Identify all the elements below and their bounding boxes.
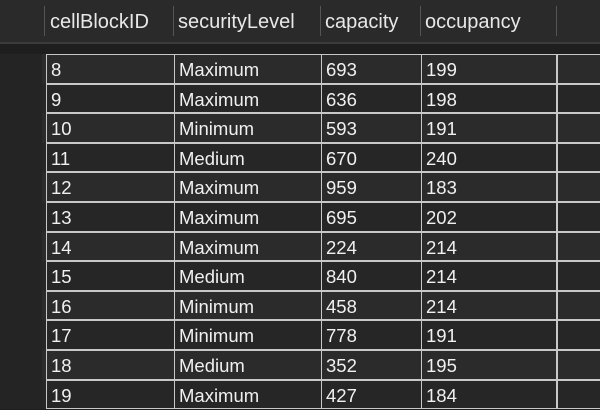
cell-securitylevel[interactable]: Minimum	[174, 290, 321, 321]
cell-blockid[interactable]: 15	[46, 261, 174, 291]
empty-cell	[557, 83, 600, 114]
cell-blockid[interactable]: 19	[46, 379, 174, 410]
empty-cell	[557, 320, 600, 350]
empty-cell	[557, 231, 600, 262]
table-row[interactable]: 18 Medium 352 195	[0, 350, 600, 380]
row-gutter[interactable]	[0, 231, 42, 262]
cell-capacity[interactable]: 458	[321, 290, 421, 321]
cell-securitylevel[interactable]: Maximum	[174, 231, 321, 262]
table-header: cellBlockID securityLevel capacity occup…	[0, 0, 600, 44]
empty-cell	[557, 172, 600, 202]
row-gutter[interactable]	[0, 202, 42, 232]
cell-capacity[interactable]: 352	[321, 350, 421, 380]
cell-blockid[interactable]: 10	[46, 113, 174, 143]
cell-blockid[interactable]: 14	[46, 231, 174, 262]
row-gutter[interactable]	[0, 113, 42, 143]
row-gutter[interactable]	[0, 379, 42, 410]
row-gutter[interactable]	[0, 83, 42, 114]
cell-occupancy[interactable]: 183	[421, 172, 557, 202]
row-gutter[interactable]	[0, 54, 42, 84]
row-gutter[interactable]	[0, 172, 42, 202]
table-row[interactable]: 9 Maximum 636 198	[0, 83, 600, 114]
cell-occupancy[interactable]: 214	[421, 290, 557, 321]
column-divider[interactable]	[44, 6, 45, 36]
cell-capacity[interactable]: 224	[321, 231, 421, 262]
column-divider[interactable]	[556, 6, 557, 36]
cell-capacity[interactable]: 593	[321, 113, 421, 143]
table-row[interactable]: 15 Medium 840 214	[0, 261, 600, 291]
empty-cell	[557, 202, 600, 232]
empty-cell	[557, 113, 600, 143]
cell-occupancy[interactable]: 191	[421, 320, 557, 350]
cell-capacity[interactable]: 693	[321, 54, 421, 84]
cell-occupancy[interactable]: 214	[421, 261, 557, 291]
cell-securitylevel[interactable]: Maximum	[174, 379, 321, 410]
table-row[interactable]: 8 Maximum 693 199	[0, 54, 600, 84]
cell-occupancy[interactable]: 195	[421, 350, 557, 380]
cell-blockid[interactable]: 13	[46, 202, 174, 232]
row-gutter[interactable]	[0, 320, 42, 350]
cell-capacity[interactable]: 778	[321, 320, 421, 350]
cell-blockid[interactable]: 18	[46, 350, 174, 380]
table-row[interactable]: 19 Maximum 427 184	[0, 379, 600, 410]
cell-securitylevel[interactable]: Maximum	[174, 54, 321, 84]
column-divider[interactable]	[320, 6, 321, 36]
cell-blockid[interactable]: 17	[46, 320, 174, 350]
row-gutter[interactable]	[0, 261, 42, 291]
cell-capacity[interactable]: 636	[321, 83, 421, 114]
column-divider[interactable]	[420, 6, 421, 36]
cell-securitylevel[interactable]: Minimum	[174, 113, 321, 143]
cell-capacity[interactable]: 670	[321, 142, 421, 173]
cell-securitylevel[interactable]: Maximum	[174, 172, 321, 202]
cell-blockid[interactable]: 8	[46, 54, 174, 84]
cell-occupancy[interactable]: 191	[421, 113, 557, 143]
cell-occupancy[interactable]: 184	[421, 379, 557, 410]
cell-securitylevel[interactable]: Maximum	[174, 202, 321, 232]
cell-securitylevel[interactable]: Minimum	[174, 320, 321, 350]
empty-cell	[557, 290, 600, 321]
cell-occupancy[interactable]: 214	[421, 231, 557, 262]
empty-cell	[557, 350, 600, 380]
column-divider[interactable]	[173, 6, 174, 36]
cell-securitylevel[interactable]: Medium	[174, 142, 321, 173]
column-header-occupancy[interactable]: occupancy	[425, 11, 521, 33]
row-gutter[interactable]	[0, 350, 42, 380]
table-row[interactable]: 12 Maximum 959 183	[0, 172, 600, 202]
cell-occupancy[interactable]: 199	[421, 54, 557, 84]
cell-occupancy[interactable]: 198	[421, 83, 557, 114]
cell-blockid[interactable]: 16	[46, 290, 174, 321]
table-row[interactable]: 11 Medium 670 240	[0, 142, 600, 173]
cell-occupancy[interactable]: 240	[421, 142, 557, 173]
empty-cell	[557, 142, 600, 173]
cell-blockid[interactable]: 9	[46, 83, 174, 114]
cell-blockid[interactable]: 12	[46, 172, 174, 202]
table-row[interactable]: 16 Minimum 458 214	[0, 290, 600, 321]
table-row[interactable]: 14 Maximum 224 214	[0, 231, 600, 262]
cell-capacity[interactable]: 959	[321, 172, 421, 202]
row-gutter[interactable]	[0, 290, 42, 321]
row-gutter[interactable]	[0, 142, 42, 173]
column-header-cellblockid[interactable]: cellBlockID	[50, 11, 149, 33]
column-header-capacity[interactable]: capacity	[325, 11, 399, 33]
header-gap	[0, 44, 600, 54]
cell-securitylevel[interactable]: Maximum	[174, 83, 321, 114]
cell-occupancy[interactable]: 202	[421, 202, 557, 232]
table-row[interactable]: 17 Minimum 778 191	[0, 320, 600, 350]
empty-cell	[557, 54, 600, 84]
cell-securitylevel[interactable]: Medium	[174, 350, 321, 380]
cell-blockid[interactable]: 11	[46, 142, 174, 173]
table-row[interactable]: 10 Minimum 593 191	[0, 113, 600, 143]
cell-capacity[interactable]: 840	[321, 261, 421, 291]
cell-capacity[interactable]: 427	[321, 379, 421, 410]
table-row[interactable]: 13 Maximum 695 202	[0, 202, 600, 232]
empty-cell	[557, 261, 600, 291]
cell-securitylevel[interactable]: Medium	[174, 261, 321, 291]
cell-capacity[interactable]: 695	[321, 202, 421, 232]
column-header-securitylevel[interactable]: securityLevel	[178, 11, 295, 33]
empty-cell	[557, 379, 600, 410]
